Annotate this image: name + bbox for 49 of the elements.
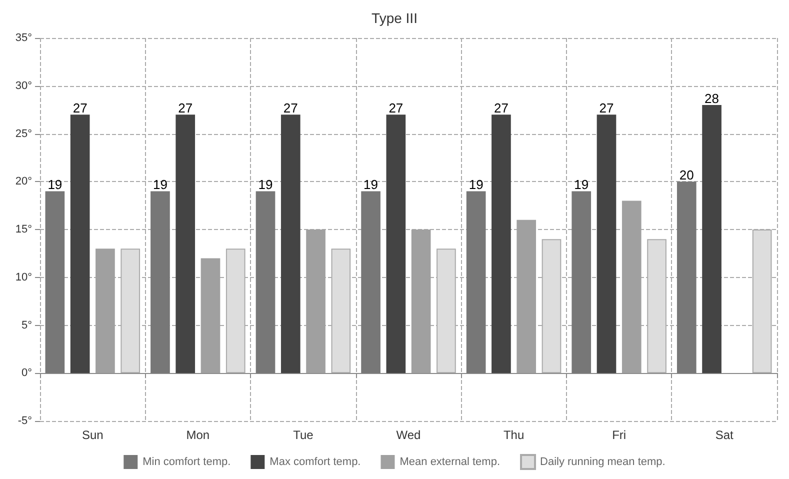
bar — [280, 114, 300, 374]
y-tick-label: 25° — [15, 128, 32, 140]
data-label: 19 — [258, 177, 273, 192]
bar — [256, 191, 276, 374]
legend-label: Min comfort temp. — [142, 456, 231, 468]
bar — [596, 114, 616, 374]
x-tick-label: Fri — [612, 428, 626, 442]
x-tick-label: Tue — [293, 428, 314, 442]
bar — [492, 114, 511, 374]
bar — [176, 114, 196, 374]
bar — [676, 182, 696, 374]
y-tick-label: 5° — [21, 319, 32, 332]
bar — [702, 105, 722, 374]
bar — [386, 114, 406, 374]
y-tick-label: 0° — [21, 367, 32, 380]
data-label: 28 — [704, 91, 720, 106]
bar — [150, 191, 170, 374]
y-tick-label: 20° — [15, 176, 32, 188]
chart-title: Type III — [372, 10, 418, 26]
bar — [45, 191, 65, 374]
y-tick-label: -5° — [18, 415, 32, 427]
x-tick-label: Wed — [396, 428, 421, 442]
bar — [70, 114, 90, 374]
data-label: 27 — [494, 100, 508, 116]
y-tick-label: 30° — [15, 80, 32, 92]
data-label: 27 — [72, 100, 88, 116]
y-tick-label: 10° — [15, 271, 32, 284]
data-label: 27 — [283, 100, 298, 116]
y-tick-label: 35° — [15, 32, 32, 44]
y-tick-label: 15° — [15, 224, 32, 236]
bar — [572, 191, 592, 374]
data-label: 19 — [574, 177, 589, 192]
data-label: 27 — [178, 100, 193, 116]
data-label: 20 — [679, 168, 694, 183]
legend-label: Max comfort temp. — [270, 456, 361, 468]
data-label: 19 — [364, 177, 378, 192]
x-tick-label: Thu — [503, 428, 524, 442]
data-label: 19 — [468, 177, 484, 192]
data-label: 27 — [388, 100, 404, 116]
x-tick-label: Sun — [82, 428, 104, 442]
legend-label: Mean external temp. — [400, 456, 500, 468]
data-label: 27 — [599, 100, 614, 116]
x-tick-label: Mon — [186, 428, 210, 442]
bar — [466, 191, 486, 374]
data-label: 19 — [152, 177, 168, 192]
x-tick-label: Sat — [715, 428, 734, 442]
data-label: 19 — [48, 177, 62, 192]
legend-label: Daily running mean temp. — [540, 456, 666, 468]
bar — [361, 191, 380, 374]
